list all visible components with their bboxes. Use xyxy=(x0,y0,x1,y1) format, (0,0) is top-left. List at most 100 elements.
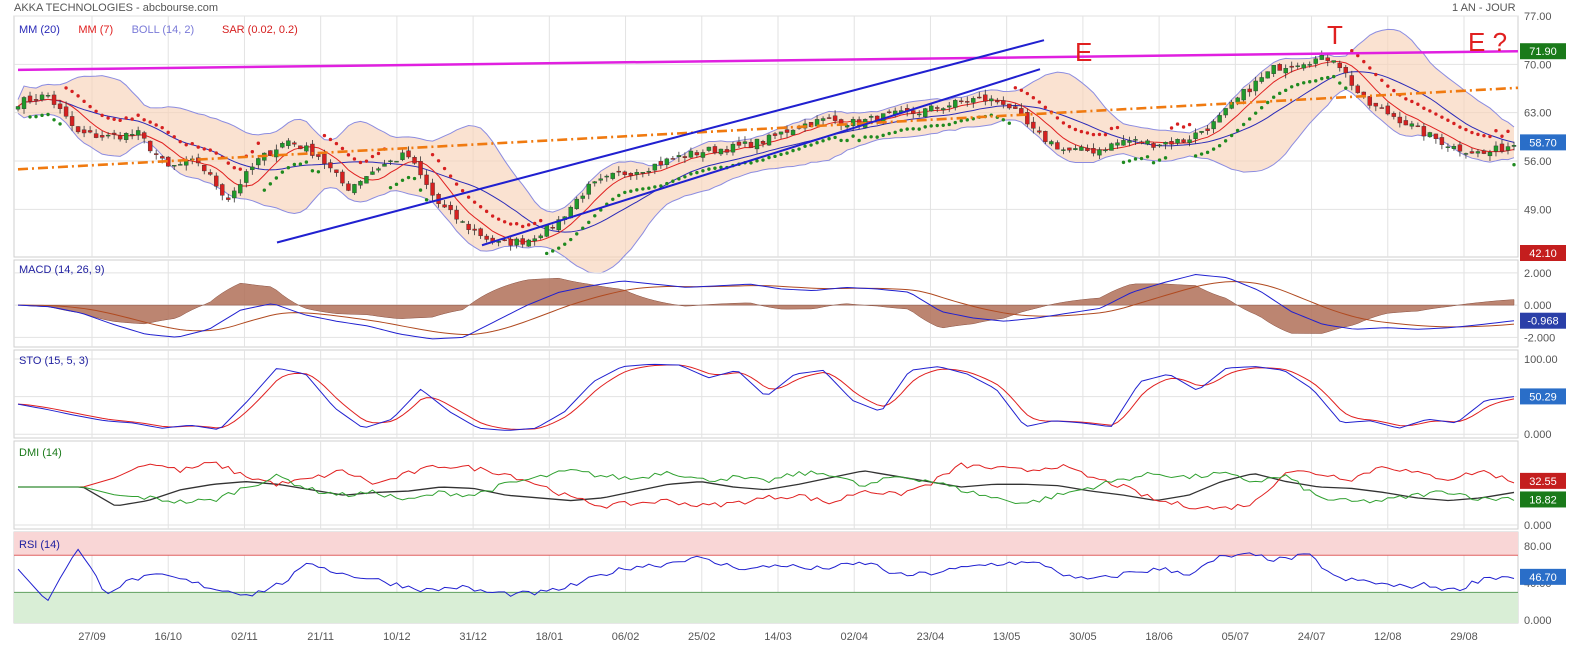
candle-body xyxy=(1277,64,1282,71)
candle-body xyxy=(256,158,261,166)
candle-body xyxy=(1205,128,1210,131)
candle-body xyxy=(286,140,291,147)
candle-body xyxy=(1343,66,1348,74)
sar-dot xyxy=(857,138,861,143)
candle-body xyxy=(202,164,207,172)
sar-dot xyxy=(593,214,597,218)
sar-dot xyxy=(893,130,897,135)
sar-dot xyxy=(484,209,489,214)
sar-dot xyxy=(34,114,38,119)
candle-body xyxy=(1259,77,1264,82)
sar-dot xyxy=(953,120,957,125)
price-y-tick: 77.00 xyxy=(1524,11,1552,23)
sar-dot xyxy=(911,127,915,131)
candle-body xyxy=(93,133,99,138)
sar-dot xyxy=(28,115,32,119)
candle-body xyxy=(941,108,946,111)
sar-dot xyxy=(340,146,345,151)
candle-body xyxy=(1121,140,1126,146)
bollinger-lower xyxy=(17,88,1515,274)
sar-dot xyxy=(1368,66,1372,70)
sar-dot xyxy=(1253,111,1258,115)
sar-dot xyxy=(929,124,933,128)
candle-body xyxy=(1385,105,1391,115)
sar-dot xyxy=(478,205,483,209)
candle-body xyxy=(1235,97,1240,103)
candle-body xyxy=(250,166,255,171)
candle-body xyxy=(1085,147,1090,152)
sar-dot xyxy=(1073,127,1078,132)
x-tick-label: 18/01 xyxy=(536,631,564,643)
candle-body xyxy=(1055,142,1060,150)
legend-item: MM (20) xyxy=(19,24,60,36)
macd-signal-line xyxy=(17,281,1515,336)
candle-body xyxy=(21,97,27,109)
sar-dot xyxy=(1380,78,1384,82)
sar-dot xyxy=(749,161,753,165)
sar-dot xyxy=(1223,139,1228,143)
sar-dot xyxy=(887,131,891,136)
sar-dot xyxy=(767,155,771,160)
sar-dot xyxy=(1109,126,1114,131)
sar-dot xyxy=(454,182,459,186)
sar-dot xyxy=(88,104,92,109)
channel-lower-line xyxy=(481,68,1041,247)
candle-body xyxy=(280,143,285,148)
sar-dot xyxy=(250,150,255,154)
sar-dot xyxy=(112,117,116,121)
x-tick-label: 06/02 xyxy=(612,631,640,643)
candle-body xyxy=(1217,115,1222,123)
sar-dot xyxy=(641,187,645,191)
sar-dot xyxy=(442,166,447,171)
candle-body xyxy=(1289,65,1294,68)
sar-dot xyxy=(611,197,615,201)
sar-dot xyxy=(268,182,273,186)
sar-dot xyxy=(1326,75,1330,80)
sar-dot xyxy=(328,137,333,142)
candle-body xyxy=(1355,85,1360,93)
candle-body xyxy=(538,235,543,239)
sar-dot xyxy=(1512,162,1516,167)
rsi-y-tick: 80.00 xyxy=(1524,541,1552,553)
candle-body xyxy=(1463,153,1469,155)
sar-dot xyxy=(599,208,603,212)
sar-dot xyxy=(1157,158,1162,162)
candle-body xyxy=(328,162,333,169)
sar-dot xyxy=(1386,84,1390,88)
x-tick-label: 23/04 xyxy=(917,631,945,643)
sar-dot xyxy=(1175,122,1180,126)
candle-body xyxy=(220,184,225,196)
candle-body xyxy=(1067,147,1072,151)
sto-k-line xyxy=(17,363,1515,431)
sar-dot xyxy=(226,161,230,165)
x-tick-label: 12/08 xyxy=(1374,631,1402,643)
candle-body xyxy=(953,100,958,108)
sar-dot xyxy=(557,246,561,250)
dmi-y-tick: 0.000 xyxy=(1524,520,1552,532)
rsi-badge-bg xyxy=(1520,568,1566,585)
sar-dot xyxy=(262,188,267,192)
candle-body xyxy=(376,168,381,171)
sar-dot xyxy=(755,159,759,163)
sar-dot xyxy=(58,122,62,126)
sar-dot xyxy=(70,89,74,94)
candle-body xyxy=(51,94,57,105)
sar-dot xyxy=(1392,88,1396,93)
candle-body xyxy=(1271,65,1276,74)
candle-body xyxy=(382,164,387,167)
adx-line xyxy=(18,470,1515,506)
sar-dot xyxy=(1422,106,1426,110)
candle-body xyxy=(1307,64,1312,66)
sar-dot xyxy=(623,190,627,195)
candle-body xyxy=(1379,107,1385,109)
candle-body xyxy=(292,142,297,145)
candle-body xyxy=(1469,151,1475,154)
panel-frame-dmi xyxy=(13,440,1519,530)
candle-body xyxy=(1073,148,1078,150)
sar-dot xyxy=(274,176,279,180)
sar-dot xyxy=(376,151,381,156)
sar-dot xyxy=(370,154,375,159)
sar-dot xyxy=(1296,82,1300,87)
sar-dot xyxy=(1031,96,1036,100)
sar-dot xyxy=(1193,154,1198,158)
